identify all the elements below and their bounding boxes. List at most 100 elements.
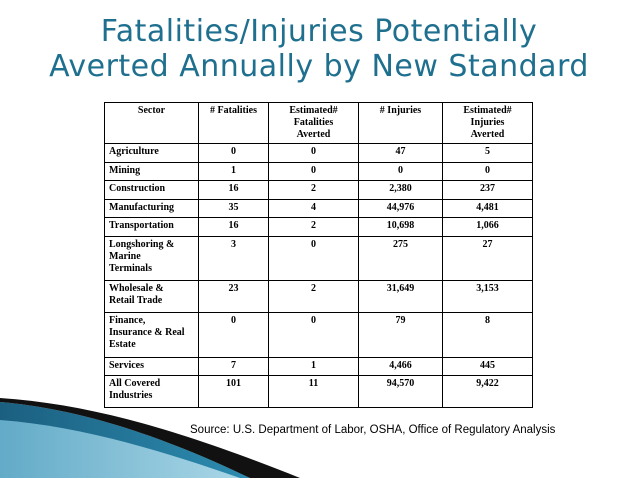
cell-text-line: Estimated# (289, 105, 338, 116)
fatalities-cell: 35 (198, 198, 269, 219)
inj-averted-cell: 5 (442, 143, 533, 163)
injuries-cell: 0 (358, 161, 443, 182)
cell-text-line: Averted (470, 129, 505, 140)
cell-text-line: Estate (109, 339, 136, 350)
cell-text-line: # Injuries (379, 105, 422, 116)
cell-text-line: Averted (296, 129, 331, 140)
table-header: Sector # Fatalities Estimated# Fatalities Av… (104, 102, 533, 144)
fatalities-cell: 3 (198, 235, 269, 282)
fat-averted-cell: 0 (268, 161, 359, 182)
fat-averted-cell: 4 (268, 198, 359, 219)
table-body: Agriculture 0 0 47 5 Mining 1 0 0 0 Construction 16… (104, 143, 533, 408)
cell-text-line: Sector (137, 105, 166, 116)
inj-averted-cell: 237 (442, 180, 533, 200)
table-row: Mining 1 0 0 0 (104, 161, 533, 182)
column-header: Estimated# Fatalities Averted (268, 102, 359, 144)
inj-averted-cell: 3,153 (442, 280, 533, 313)
injuries-cell: 44,976 (358, 198, 443, 219)
injuries-cell: 275 (358, 235, 443, 282)
cell-text-line: All Covered (109, 378, 161, 390)
column-header: # Fatalities (198, 102, 269, 144)
injuries-cell: 47 (358, 143, 443, 163)
sector-cell: Finance, Insurance & Real Estate (104, 312, 199, 358)
cell-text-line: Finance, (109, 315, 146, 326)
title-line-2: Averted Annually by New Standard (49, 49, 589, 84)
cell-text-line: Estimated# (463, 105, 512, 116)
column-header: # Injuries (358, 102, 443, 144)
injuries-cell: 10,698 (358, 217, 443, 237)
cell-text-line: Longshoring & (109, 238, 175, 250)
source-note: Source: U.S. Department of Labor, OSHA, … (190, 424, 556, 436)
fatalities-cell: 0 (198, 143, 269, 163)
table-row: Agriculture 0 0 47 5 (104, 143, 533, 163)
table-header-row: Sector # Fatalities Estimated# Fatalities Av… (104, 102, 533, 144)
table-row: All Covered Industries 101 11 94,570 9,422 (104, 375, 533, 408)
inj-averted-cell: 445 (442, 356, 533, 377)
injuries-cell: 4,466 (358, 356, 443, 377)
inj-averted-cell: 0 (442, 161, 533, 182)
slide-title: Fatalities/Injuries Potentially Averted … (0, 14, 638, 84)
table-row: Construction 16 2 2,380 237 (104, 180, 533, 200)
cell-text-line: Insurance & Real (109, 327, 185, 338)
fat-averted-cell: 0 (268, 143, 359, 163)
fatalities-table-container: Sector # Fatalities Estimated# Fatalities Av… (104, 102, 533, 408)
fatalities-cell: 7 (198, 356, 269, 377)
fatalities-cell: 0 (198, 312, 269, 358)
sector-cell: Agriculture (104, 143, 199, 163)
injuries-cell: 31,649 (358, 280, 443, 313)
sector-cell: Manufacturing (104, 198, 199, 219)
cell-text-line: Injuries (470, 117, 505, 128)
fat-averted-cell: 0 (268, 312, 359, 358)
fatalities-cell: 16 (198, 217, 269, 237)
fat-averted-cell: 11 (268, 375, 359, 408)
fatalities-cell: 16 (198, 180, 269, 200)
injuries-cell: 79 (358, 312, 443, 358)
table-row: Longshoring & Marine Terminals 3 0 275 27 (104, 235, 533, 282)
fatalities-cell: 1 (198, 161, 269, 182)
fat-averted-cell: 1 (268, 356, 359, 377)
sector-cell: Construction (104, 180, 199, 200)
fat-averted-cell: 2 (268, 180, 359, 200)
table-row: Wholesale & Retail Trade 23 2 31,649 3,153 (104, 280, 533, 313)
fatalities-cell: 23 (198, 280, 269, 313)
cell-text-line: Industries (109, 390, 153, 402)
cell-text-line: Transportation (109, 220, 174, 232)
table-row: Manufacturing 35 4 44,976 4,481 (104, 198, 533, 219)
inj-averted-cell: 1,066 (442, 217, 533, 237)
fatalities-cell: 101 (198, 375, 269, 408)
cell-text-line: Mining (109, 164, 141, 176)
sector-cell: Mining (104, 161, 199, 182)
cell-text-line: Retail Trade (109, 295, 163, 307)
title-line-1: Fatalities/Injuries Potentially (100, 14, 538, 49)
inj-averted-cell: 27 (442, 235, 533, 282)
table-row: Services 7 1 4,466 445 (104, 356, 533, 377)
injuries-cell: 94,570 (358, 375, 443, 408)
cell-text-line: Construction (109, 183, 166, 195)
injuries-cell: 2,380 (358, 180, 443, 200)
inj-averted-cell: 8 (442, 312, 533, 358)
cell-text-line: Marine (109, 250, 141, 262)
fat-averted-cell: 2 (268, 217, 359, 237)
fatalities-injuries-table: Sector # Fatalities Estimated# Fatalities Av… (104, 102, 533, 408)
cell-text-line: Wholesale & (109, 283, 164, 295)
cell-text-line: Fatalities (293, 117, 334, 128)
cell-text-line: Agriculture (109, 146, 159, 157)
column-header: Estimated# Injuries Averted (442, 102, 533, 144)
fat-averted-cell: 0 (268, 235, 359, 282)
sector-cell: Services (104, 356, 199, 377)
table-row: Finance, Insurance & Real Estate 0 0 79 8 (104, 312, 533, 358)
sector-cell: Transportation (104, 217, 199, 237)
cell-text-line: # Fatalities (210, 105, 257, 116)
cell-text-line: Services (109, 359, 144, 371)
fat-averted-cell: 2 (268, 280, 359, 313)
column-header: Sector (104, 102, 199, 144)
cell-text-line: Terminals (109, 262, 152, 274)
inj-averted-cell: 4,481 (442, 198, 533, 219)
cell-text-line: Manufacturing (109, 201, 174, 213)
sector-cell: All Covered Industries (104, 375, 199, 408)
inj-averted-cell: 9,422 (442, 375, 533, 408)
sector-cell: Wholesale & Retail Trade (104, 280, 199, 313)
table-row: Transportation 16 2 10,698 1,066 (104, 217, 533, 237)
sector-cell: Longshoring & Marine Terminals (104, 235, 199, 282)
